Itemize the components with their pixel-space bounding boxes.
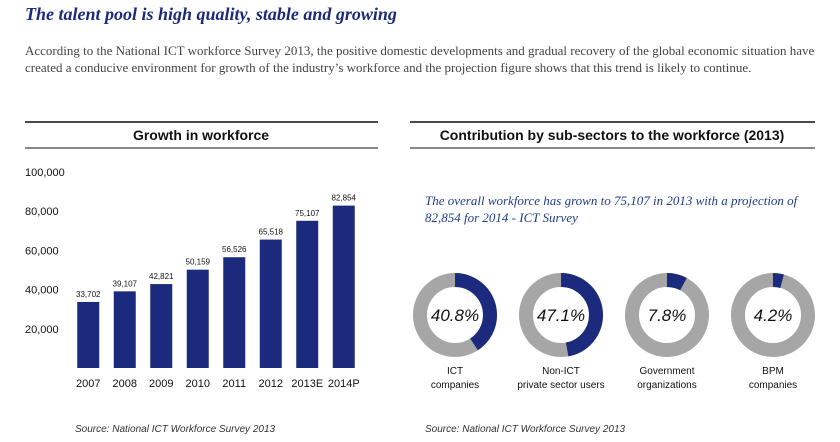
value-label: 65,518	[259, 228, 284, 237]
y-tick-label: 20,000	[25, 324, 59, 336]
x-tick-label: 2009	[149, 378, 173, 390]
y-tick-label: 100,000	[25, 167, 65, 179]
value-label: 4.2%	[754, 306, 793, 325]
value-label: 42,821	[149, 272, 174, 281]
value-label: 33,702	[76, 290, 101, 299]
donut-segment	[731, 273, 815, 357]
value-label: 40.8%	[431, 306, 479, 325]
x-tick-label: 2012	[259, 378, 283, 390]
x-tick-label: 2010	[186, 378, 210, 390]
category-label: Non-ICT private sector users	[517, 366, 604, 391]
value-label: 47.1%	[537, 306, 585, 325]
bar	[186, 269, 209, 368]
value-label: 7.8%	[648, 306, 687, 325]
bar	[113, 291, 136, 368]
x-tick-label: 2014P	[328, 378, 360, 390]
category-label: ICT companies	[431, 366, 479, 391]
y-tick-label: 80,000	[25, 206, 59, 218]
value-label: 50,159	[186, 258, 211, 267]
category-label: Government organizations	[637, 366, 696, 391]
y-tick-label: 40,000	[25, 285, 59, 297]
bar	[150, 284, 173, 368]
bar	[77, 301, 100, 368]
bar	[259, 239, 282, 368]
chart-title: Contribution by sub-sectors to the workf…	[440, 127, 785, 143]
source: Source: National ICT Workforce Survey 20…	[425, 424, 626, 435]
x-tick-label: 2008	[113, 378, 137, 390]
bar	[332, 205, 355, 368]
x-tick-label: 2013E	[291, 378, 323, 390]
value-label: 75,107	[295, 209, 320, 218]
bar	[223, 257, 246, 368]
chart-title: Growth in workforce	[133, 127, 269, 143]
intro-text: According to the National ICT workforce …	[25, 43, 815, 75]
donut-segment	[519, 273, 603, 357]
bar	[296, 220, 319, 368]
category-label: BPM companies	[749, 366, 797, 391]
value-label: 82,854	[332, 194, 357, 203]
x-tick-label: 2011	[222, 378, 246, 390]
donut-segment	[413, 273, 497, 357]
page-title: The talent pool is high quality, stable …	[25, 4, 397, 24]
donut-segment	[625, 273, 709, 357]
source: Source: National ICT Workforce Survey 20…	[75, 424, 276, 435]
value-label: 39,107	[113, 279, 138, 288]
annotation: The overall workforce has grown to 75,10…	[425, 193, 798, 225]
x-tick-label: 2007	[76, 378, 100, 390]
y-tick-label: 60,000	[25, 245, 59, 257]
value-label: 56,526	[222, 245, 247, 254]
